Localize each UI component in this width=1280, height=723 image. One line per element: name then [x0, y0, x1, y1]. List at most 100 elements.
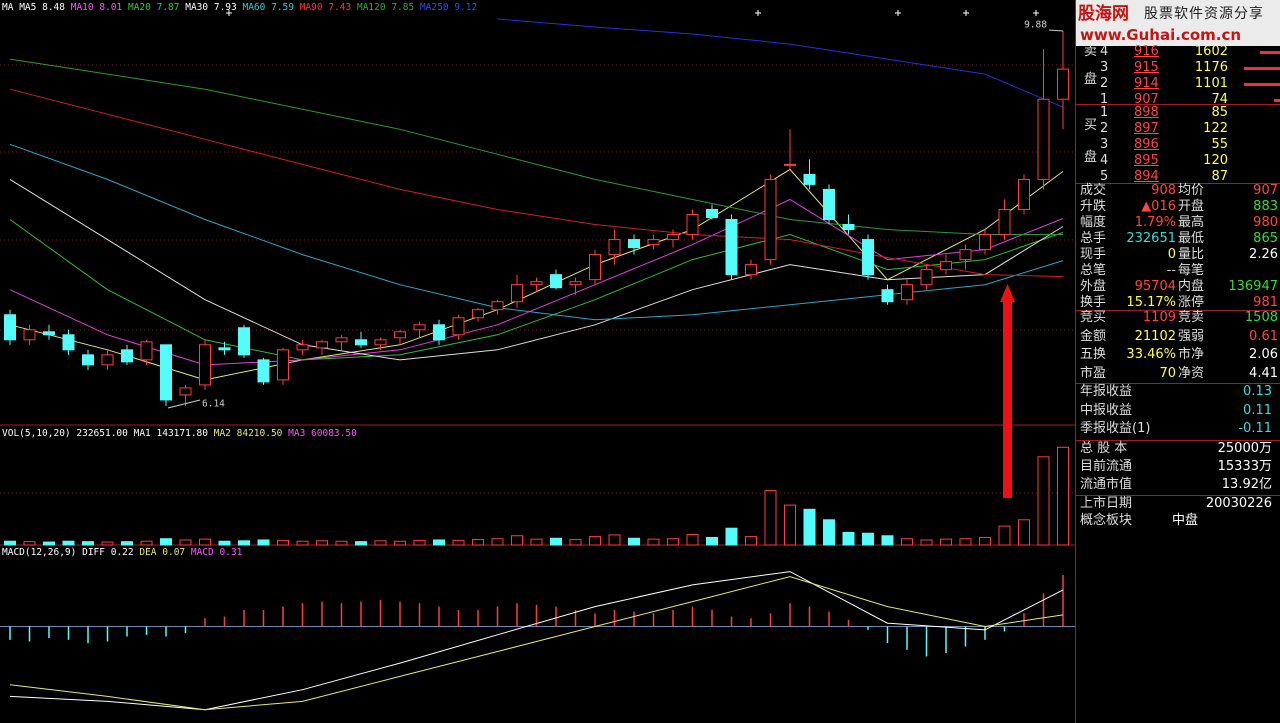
candle-body [764, 178, 777, 261]
stat-label: 最低 [1178, 231, 1205, 246]
candle-body [784, 163, 796, 166]
stat-value: 70 [1159, 365, 1176, 381]
info-value: 20030226 [1205, 496, 1272, 511]
indicator-text: MA20 [128, 2, 151, 13]
candle-body [686, 213, 699, 236]
logo [1076, 0, 1280, 46]
stat-label: 竞买 [1080, 310, 1107, 325]
order-volume: 1176 [1194, 60, 1228, 75]
info-label: 年报收益 [1080, 384, 1133, 399]
volume-bar [335, 540, 348, 546]
stat-value: 981 [1253, 295, 1278, 310]
marker [963, 10, 969, 16]
volume-bar [238, 540, 250, 546]
order-price: 915 [1134, 60, 1159, 75]
stat-label: 总手 [1080, 231, 1107, 246]
candle-body [199, 344, 211, 386]
stat-value: 4.41 [1249, 365, 1278, 381]
candle-body [491, 301, 504, 311]
indicator-text: 7.85 [391, 2, 414, 13]
order-volume: 1602 [1194, 44, 1228, 59]
volume-bar [901, 538, 913, 546]
chart-area: MA MA5 8.48 MA10 8.01 MA20 7.87 MA30 7.9… [0, 0, 1076, 723]
stat-label: 换手 [1080, 295, 1107, 310]
logo-tagline: 股票软件资源分享 [1144, 6, 1264, 22]
volume-bar [823, 519, 835, 546]
indicator-header: VOL(5,10,20) 232651.00 MA1 143171.80 MA2… [2, 428, 357, 439]
marker [1033, 10, 1039, 16]
stat-label: 成交 [1080, 183, 1107, 198]
candle-body [530, 281, 543, 286]
candle-body [1018, 178, 1030, 210]
candle-body [374, 339, 387, 346]
candle-body [43, 331, 55, 336]
buy-label: 盘 [1084, 150, 1098, 165]
marker [895, 10, 901, 16]
indicator-text: MA [2, 2, 14, 13]
stat-value: 136947 [1228, 279, 1278, 294]
stat-label: 金额 [1080, 328, 1107, 344]
stat-value: 0.61 [1249, 328, 1278, 344]
candle-body [550, 274, 562, 289]
separator [1076, 383, 1280, 384]
volume-bar [316, 540, 328, 546]
volume-bar [530, 538, 543, 546]
candle-body [277, 349, 289, 381]
ma-line [9, 168, 1064, 381]
stat-value: 15.17% [1126, 295, 1176, 310]
info-value: -0.11 [1238, 421, 1272, 436]
stat-value: 1508 [1244, 310, 1278, 325]
volume-bar [491, 538, 504, 546]
volume-bar [940, 538, 952, 546]
stat-value: 33.46% [1126, 347, 1176, 362]
candle-body [160, 344, 172, 401]
volume-bar [472, 539, 484, 546]
candle-body [335, 337, 348, 343]
volume-bar [998, 525, 1011, 546]
info-value: 15333万 [1217, 459, 1272, 474]
stat-value: 980 [1253, 215, 1278, 230]
candle-body [82, 354, 94, 366]
stat-value: 232651 [1126, 231, 1176, 246]
indicator-text: DEA [139, 547, 156, 558]
candle-body [881, 289, 894, 303]
candle-body [355, 339, 367, 346]
candle-body [901, 284, 913, 301]
stat-value: 2.06 [1249, 347, 1278, 362]
ma-line [9, 219, 1064, 361]
info-label: 概念板块 [1080, 513, 1133, 528]
stat-value: 865 [1253, 231, 1278, 246]
volume-bar [550, 537, 562, 546]
volume-bar [511, 535, 523, 546]
volume-bar [452, 539, 465, 546]
volume-bar [296, 540, 309, 546]
volume-bar [862, 532, 874, 546]
indicator-text: MA2 [214, 428, 231, 439]
stat-label: 外盘 [1080, 279, 1107, 294]
separator [1076, 183, 1280, 184]
stat-value: 1109 [1142, 310, 1176, 325]
indicator-text: 7.43 [328, 2, 351, 13]
candle-body [608, 239, 621, 256]
volume-bar [569, 539, 582, 546]
info-value: 0.11 [1243, 402, 1272, 418]
volume-bar [920, 539, 933, 546]
stat-label: 幅度 [1080, 215, 1107, 230]
arrow-head [1000, 284, 1015, 302]
stat-label: 五换 [1080, 347, 1107, 362]
stat-label: 净资 [1178, 365, 1205, 381]
stat-label: 升跌 [1080, 199, 1107, 214]
volume-bar [725, 527, 738, 546]
candle-body [725, 219, 738, 276]
indicator-text: MA60 [242, 2, 265, 13]
order-level: 4 [1100, 44, 1109, 59]
volume-bar [218, 540, 231, 546]
volume-bar [277, 539, 289, 546]
indicator-text: MA90 [300, 2, 323, 13]
volume-bar [199, 538, 211, 546]
order-level: 3 [1100, 60, 1109, 75]
candle-body [628, 239, 640, 249]
stat-label: 现手 [1080, 247, 1107, 262]
candle-body [647, 239, 660, 246]
order-level: 1 [1100, 92, 1109, 107]
